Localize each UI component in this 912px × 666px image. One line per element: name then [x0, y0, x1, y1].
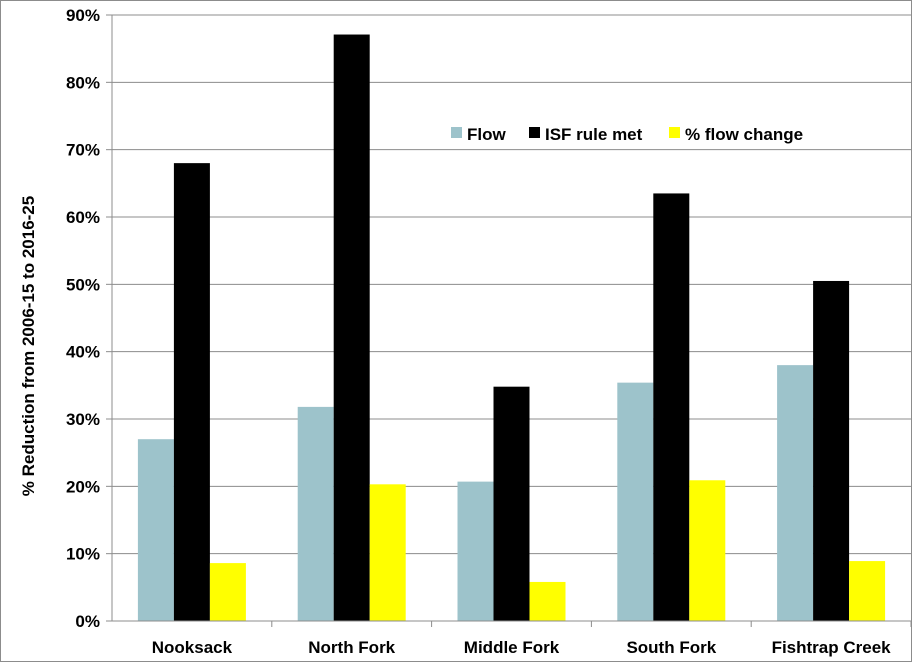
axes	[111, 15, 911, 622]
x-tick-label: Middle Fork	[464, 638, 560, 657]
y-tick-label: 20%	[66, 477, 100, 496]
bars	[137, 34, 886, 621]
legend-label: Flow	[467, 125, 506, 144]
x-tick-labels: Nooksack North Fork Middle Fork South Fork F…	[152, 638, 891, 657]
y-tick-labels: 0% 10% 20% 30% 40% 50% 60% 70% 80% 90%	[66, 6, 100, 631]
x-tick-label: South Fork	[626, 638, 716, 657]
y-tick-label: 30%	[66, 410, 100, 429]
y-tick-label: 70%	[66, 141, 100, 160]
legend-swatch	[669, 127, 680, 138]
bar-isf-rule-met-north-fork	[333, 34, 370, 621]
y-tick-label: 90%	[66, 6, 100, 25]
y-tick-label: 80%	[66, 73, 100, 92]
legend-label: % flow change	[685, 125, 803, 144]
bar-isf-rule-met-middle-fork	[493, 386, 530, 621]
bar-isf-rule-met-fishtrap-creek	[813, 280, 850, 621]
bar-flow-nooksack	[137, 439, 174, 621]
bar-flow-change-nooksack	[209, 563, 246, 621]
bar-isf-rule-met-nooksack	[173, 163, 210, 621]
y-tick-label: 10%	[66, 545, 100, 564]
legend: Flow ISF rule met % flow change	[451, 125, 803, 144]
legend-swatch	[529, 127, 540, 138]
bar-flow-change-fishtrap-creek	[849, 561, 886, 621]
x-tick-label: North Fork	[308, 638, 395, 657]
bar-isf-rule-met-south-fork	[653, 193, 690, 621]
bar-flow-change-south-fork	[689, 480, 726, 621]
x-tick-label: Nooksack	[152, 638, 233, 657]
y-tick-label: 60%	[66, 208, 100, 227]
bar-flow-fishtrap-creek	[777, 365, 814, 621]
y-tick-label: 0%	[75, 612, 100, 631]
legend-swatch	[451, 127, 462, 138]
bar-flow-change-middle-fork	[529, 581, 566, 621]
legend-label: ISF rule met	[545, 125, 643, 144]
y-tick-label: 40%	[66, 343, 100, 362]
y-tick-label: 50%	[66, 275, 100, 294]
y-axis-title: % Reduction from 2006-15 to 2016-25	[19, 196, 38, 496]
x-tick-label: Fishtrap Creek	[772, 638, 892, 657]
bar-flow-change-north-fork	[369, 484, 406, 621]
bar-flow-middle-fork	[457, 481, 494, 621]
bar-flow-north-fork	[297, 406, 334, 621]
bar-flow-south-fork	[617, 382, 654, 621]
